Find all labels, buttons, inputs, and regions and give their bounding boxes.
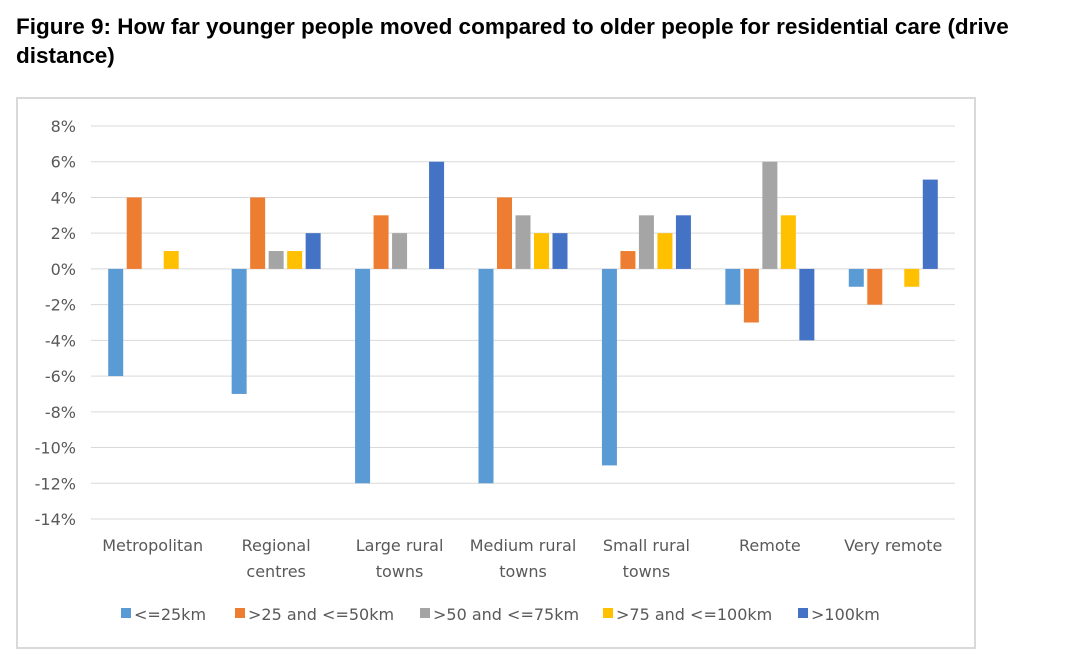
chart-area: 8% 6% 4% 2% 0% -2% -4% -6% -8% -10% -12% -14% Metrop… (16, 97, 976, 649)
legend-swatch (603, 608, 613, 618)
y-tick-label: -4% (45, 331, 76, 350)
bar (799, 268, 815, 341)
y-tick-label: -2% (45, 296, 76, 315)
y-tick-label: 6% (51, 153, 76, 172)
legend-swatch (235, 608, 245, 618)
bar (429, 161, 445, 269)
bar (515, 215, 531, 269)
bar (725, 268, 741, 305)
bar (780, 215, 796, 269)
legend-label: >25 and <=50km (248, 605, 394, 624)
legend-label: >100km (811, 605, 880, 624)
x-category-label: Metropolitan (102, 536, 203, 555)
legend-label: >50 and <=75km (433, 605, 579, 624)
bar (657, 233, 673, 269)
bar (108, 268, 124, 377)
x-category-label: Very remote (844, 536, 942, 555)
bar (922, 179, 938, 269)
legend-label: <=25km (134, 605, 206, 624)
bar (497, 197, 512, 269)
x-category-label: Medium rural (470, 536, 577, 555)
x-category-label: Regional (242, 536, 311, 555)
bar (373, 215, 389, 269)
bar (743, 268, 759, 323)
legend-swatch (121, 608, 131, 618)
bar (392, 233, 408, 269)
x-category-label: centres (246, 562, 305, 581)
x-category-label: Large rural (356, 536, 444, 555)
y-tick-label: -6% (45, 367, 76, 386)
x-category-label: towns (623, 562, 671, 581)
legend-label: >75 and <=100km (616, 605, 772, 624)
bar (552, 233, 568, 269)
bar (163, 251, 179, 269)
bar (762, 161, 778, 269)
bar (638, 215, 654, 269)
x-category-label: Small rural (603, 536, 690, 555)
bar (355, 268, 371, 484)
figure-title: Figure 9: How far younger people moved c… (16, 14, 1009, 68)
bar (478, 268, 494, 484)
y-tick-label: -12% (35, 474, 76, 493)
bar (534, 233, 549, 269)
bar (250, 197, 266, 269)
bar (620, 251, 636, 269)
bar (675, 215, 691, 269)
x-category-label: towns (376, 562, 424, 581)
y-tick-label: 0% (51, 260, 76, 279)
bar (287, 251, 303, 269)
y-tick-label: 2% (51, 224, 76, 243)
legend-swatch (420, 608, 430, 618)
bar (601, 268, 617, 466)
bar (268, 251, 284, 269)
bar (231, 268, 247, 394)
y-tick-label: 8% (51, 117, 76, 136)
legend-swatch (798, 608, 808, 618)
bar (848, 268, 864, 287)
x-category-label: towns (499, 562, 547, 581)
x-category-label: Remote (739, 536, 801, 555)
bar (126, 197, 142, 269)
y-tick-label: -10% (35, 439, 76, 458)
bar (867, 268, 883, 305)
bar-chart: 8% 6% 4% 2% 0% -2% -4% -6% -8% -10% -12% -14% Metrop… (35, 117, 955, 624)
y-tick-label: -8% (45, 403, 76, 422)
bar (904, 268, 920, 287)
y-tick-label: 4% (51, 188, 76, 207)
y-tick-label: -14% (35, 510, 76, 529)
bar (305, 233, 321, 269)
